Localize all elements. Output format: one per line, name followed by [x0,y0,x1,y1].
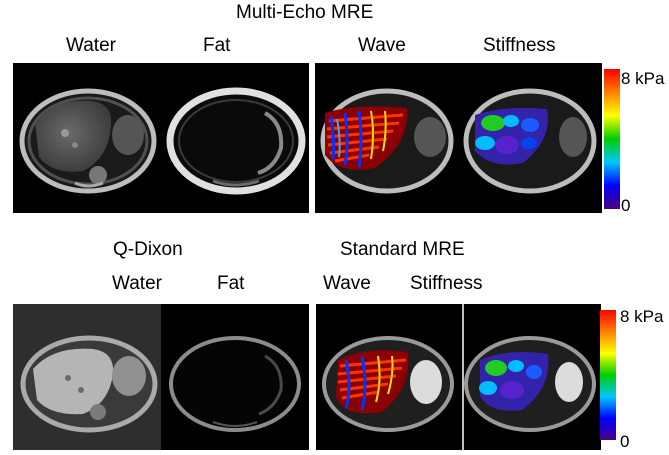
label-fat-bottom: Fat [217,273,245,294]
colorbar-max-label-bottom: 8 kPa [620,307,664,326]
label-stiffness-top: Stiffness [483,35,556,56]
qdixon-water-fat-panel [13,304,309,450]
label-fat-top: Fat [203,35,231,56]
standard-mre-wave-image [322,304,596,450]
stiffness-colorbar-bottom [600,310,616,440]
multiecho-water-fat-panel [13,63,309,213]
top-title: Multi-Echo MRE [236,2,374,23]
multiecho-water-image [19,87,306,195]
qdixon-water-image [13,304,309,450]
multiecho-wave-stiffness-panel [315,63,602,213]
stiffness-colorbar-top [604,69,620,209]
colorbar-max-label-top: 8 kPa [621,69,665,88]
colorbar-min-label-bottom: 0 [620,432,630,451]
colorbar-min-label-top: 0 [621,196,631,215]
label-water-bottom: Water [112,273,162,294]
standard-mre-title: Standard MRE [340,239,465,260]
multiecho-wave-image [320,88,597,194]
label-wave-bottom: Wave [323,273,371,294]
label-stiffness-bottom: Stiffness [410,273,483,294]
standard-mre-wave-stiffness-panel [316,304,601,450]
label-water-top: Water [66,35,116,56]
label-wave-top: Wave [358,35,406,56]
qdixon-title: Q-Dixon [113,239,183,260]
